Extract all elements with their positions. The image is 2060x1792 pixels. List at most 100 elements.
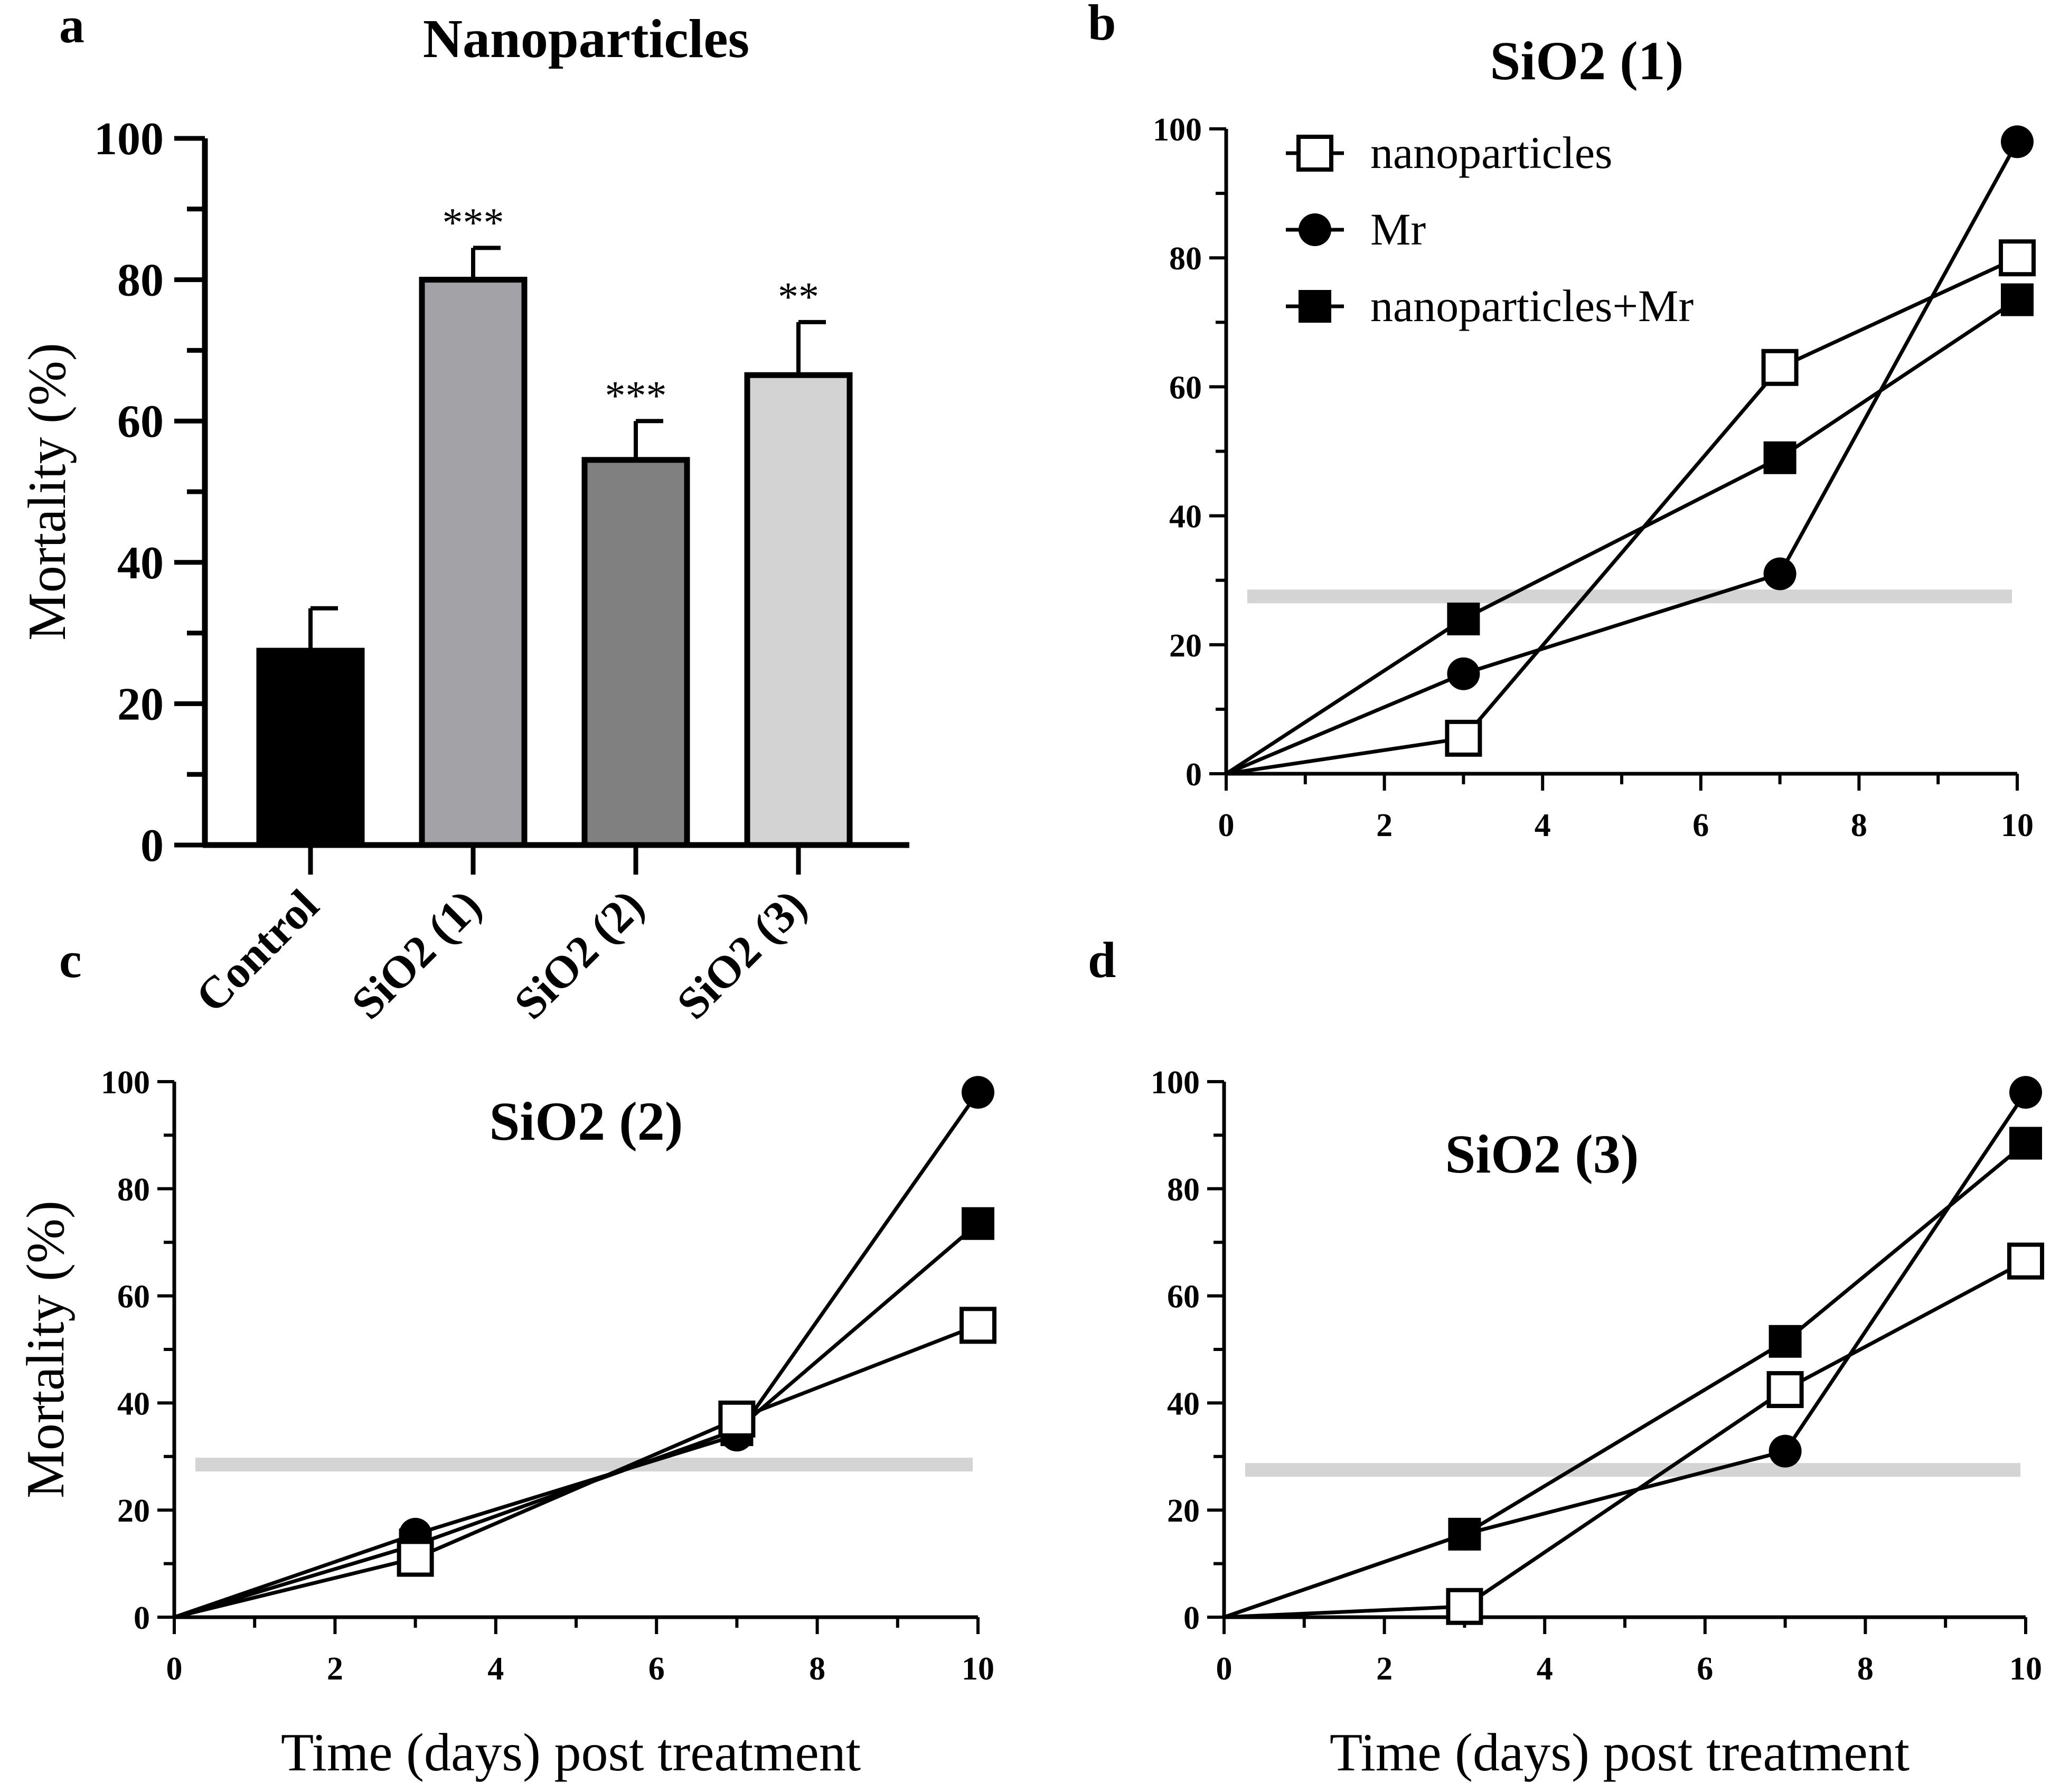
x-tick-label: 0: [1218, 808, 1235, 843]
y-tick-label: 20: [1169, 628, 1202, 664]
y-tick-label: 100: [94, 114, 164, 165]
series-line: [173, 1091, 980, 1619]
chart-title: SiO2 (3): [1445, 1124, 1639, 1185]
y-tick-label: 40: [1169, 499, 1202, 535]
chart-title: Nanoparticles: [423, 8, 749, 69]
y-axis-title: Mortality (%): [16, 1200, 76, 1498]
x-tick-label: 10: [2001, 808, 2034, 843]
x-tick-label: 4: [487, 1651, 504, 1687]
data-point-open-square: [1999, 239, 2036, 277]
panel-letter: a: [59, 0, 84, 53]
x-tick-label: 8: [1857, 1651, 1874, 1687]
series-line: [1226, 256, 2018, 776]
significance-label: **: [778, 274, 819, 320]
x-tick-label: 4: [1537, 1651, 1553, 1687]
y-tick-label: 100: [101, 1065, 150, 1101]
x-tick-label: 10: [962, 1651, 994, 1687]
y-tick-label: 100: [1153, 112, 1202, 148]
data-point-open-square: [1445, 719, 1482, 757]
data-point-filled-square: [1448, 1517, 1481, 1551]
panel-letter: c: [59, 932, 82, 988]
x-tick-label: 4: [1535, 808, 1551, 843]
data-point-open-square: [1761, 349, 1799, 386]
y-tick-label: 20: [117, 679, 164, 730]
series-line: [1225, 140, 2019, 776]
x-axis-title: Time (days) post treatment: [1330, 1723, 1910, 1782]
x-tick-label: 6: [1692, 808, 1709, 843]
series-line: [1224, 1259, 2027, 1619]
x-tick-label: 8: [1851, 808, 1867, 843]
data-point-filled-square: [2001, 283, 2034, 316]
data-point-open-square: [718, 1400, 756, 1438]
data-point-filled-circle: [1447, 657, 1480, 690]
legend-marker-filled-square: [1299, 290, 1331, 323]
data-point-filled-circle: [962, 1076, 994, 1109]
x-axis-title: Time (days) post treatment: [281, 1723, 861, 1782]
y-tick-label: 100: [1151, 1065, 1200, 1101]
series-line: [173, 1222, 980, 1619]
bar: [419, 277, 528, 848]
series-line: [1225, 298, 2018, 775]
panel-b: b SiO2 (1) 0 20 40 60 80 100 0 2 4 6 8 10 nanoparticle…: [1088, 0, 2036, 843]
x-tick-label: 10: [2009, 1651, 2042, 1687]
y-tick-label: 0: [140, 820, 164, 871]
data-point-filled-circle: [1769, 1434, 1802, 1468]
x-tick-label: 2: [327, 1651, 343, 1687]
data-point-filled-circle: [2009, 1076, 2042, 1109]
x-tick-label: 0: [166, 1651, 183, 1687]
y-tick-label: 0: [134, 1600, 150, 1636]
data-point-filled-square: [1769, 1325, 1802, 1358]
y-tick-label: 80: [1169, 241, 1202, 277]
chart-title: SiO2 (1): [1490, 31, 1684, 91]
bar: [744, 372, 853, 848]
bar: [256, 648, 365, 848]
data-point-open-square: [1766, 1371, 1804, 1409]
y-tick-label: 40: [117, 1386, 150, 1422]
panel-d: d SiO2 (3) 0 20 40 60 80 100 0 2 4 6 8 10 Time (days) …: [1088, 932, 2044, 1782]
y-tick-label: 80: [117, 255, 164, 306]
legend-label: nanoparticles+Mr: [1370, 280, 1694, 331]
x-tick-label: 6: [648, 1651, 665, 1687]
data-point-filled-square: [1447, 602, 1480, 635]
y-tick-label: 0: [1186, 757, 1202, 793]
x-tick-label: 0: [1216, 1651, 1233, 1687]
significance-label: ***: [443, 199, 504, 245]
legend-marker-open-square: [1296, 135, 1333, 172]
x-tick-label: 2: [1376, 1651, 1393, 1687]
x-tick-label: 2: [1376, 808, 1393, 843]
data-point-filled-square: [962, 1207, 994, 1240]
data-point-open-square: [960, 1307, 996, 1344]
y-tick-label: 60: [1167, 1279, 1200, 1315]
y-tick-label: 20: [1167, 1493, 1200, 1529]
y-tick-label: 80: [117, 1172, 150, 1208]
y-tick-label: 80: [1167, 1172, 1200, 1208]
panel-c: c SiO2 (2) 0 20 40 60 80 100 0 2 4 6 8 10 Time (days) …: [16, 932, 996, 1782]
series-line: [1223, 1141, 2027, 1619]
legend-label: Mr: [1370, 204, 1426, 255]
data-point-open-square: [1446, 1588, 1483, 1625]
legend-marker-filled-circle: [1299, 213, 1331, 246]
x-tick-label: 6: [1697, 1651, 1713, 1687]
data-point-filled-circle: [1763, 557, 1796, 590]
data-point-filled-square: [2009, 1127, 2042, 1160]
significance-label: ***: [605, 372, 667, 418]
bar: [581, 457, 690, 848]
data-point-open-square: [2007, 1242, 2044, 1280]
y-tick-label: 40: [117, 538, 164, 589]
panel-letter: b: [1088, 0, 1116, 51]
y-tick-label: 60: [117, 1279, 150, 1315]
y-tick-label: 60: [1169, 370, 1202, 406]
panel-letter: d: [1088, 932, 1116, 988]
y-tick-label: 60: [117, 396, 164, 447]
y-tick-label: 0: [1183, 1600, 1200, 1636]
y-tick-label: 40: [1167, 1386, 1200, 1422]
chart-title: SiO2 (2): [490, 1091, 683, 1152]
data-point-filled-circle: [2001, 125, 2034, 158]
data-point-filled-square: [1763, 441, 1796, 474]
data-point-open-square: [397, 1540, 434, 1577]
y-axis-title: Mortality (%): [17, 343, 77, 641]
y-tick-label: 20: [117, 1493, 150, 1529]
x-tick-label: 8: [809, 1651, 825, 1687]
